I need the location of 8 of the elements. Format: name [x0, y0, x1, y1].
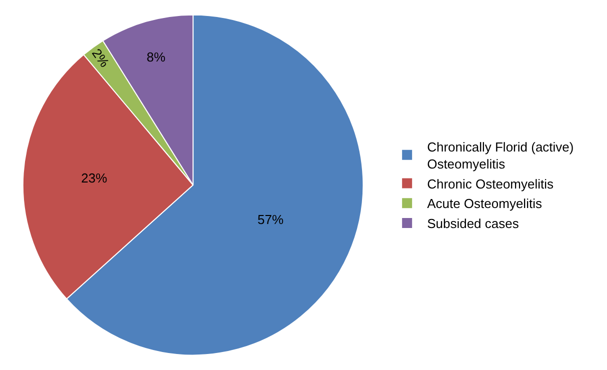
legend-label: Acute Osteomyelitis — [427, 196, 542, 212]
legend-label: Chronic Osteomyelitis — [427, 176, 554, 192]
data-label: 2% — [89, 46, 113, 70]
legend-label: Chronically Florid (active) Osteomyelitis — [427, 140, 574, 172]
legend-label: Subsided cases — [427, 216, 520, 232]
data-label: 8% — [146, 49, 166, 64]
data-label: 23% — [81, 170, 108, 186]
data-label: 57% — [258, 212, 284, 228]
